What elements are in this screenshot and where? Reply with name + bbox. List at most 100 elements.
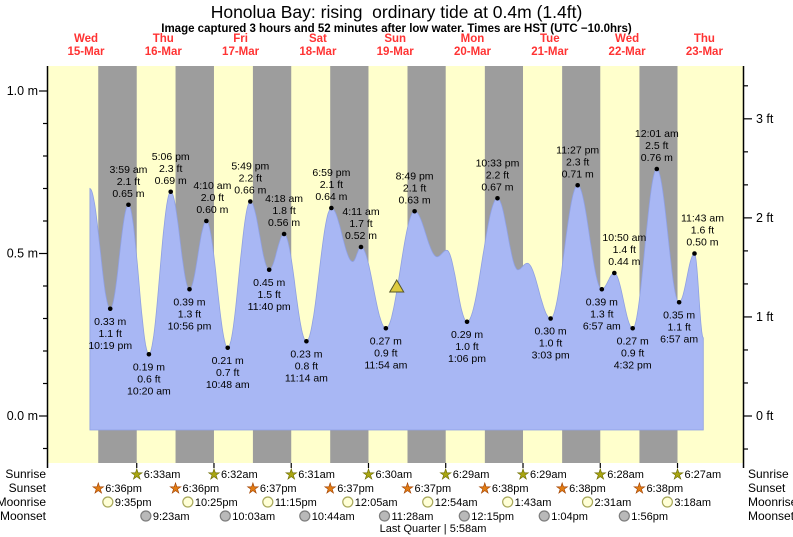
- day-name-label: Thu: [694, 33, 715, 45]
- moonset-circle-icon: [378, 510, 391, 522]
- tide-annotation-line: 2.1 ft: [320, 179, 343, 191]
- day-date-label: 15-Mar: [67, 46, 105, 58]
- tide-annotation-line: 3:59 am: [109, 164, 147, 176]
- tide-annotation-line: 0.7 ft: [216, 367, 239, 379]
- moonset-time-label: 10:03am: [232, 511, 275, 523]
- tide-annotation-line: 0.21 m: [212, 355, 244, 367]
- moonset-event: 1:04pm: [538, 510, 588, 523]
- tide-annotation-line: 0.19 m: [133, 361, 165, 373]
- tide-event-dot: [412, 208, 417, 214]
- tide-event-dot: [281, 231, 287, 237]
- right-axis-label: 0 ft: [756, 409, 774, 423]
- tide-annotation-line: 2.2 ft: [239, 173, 262, 185]
- moonset-row: Moonset Moonset 9:23am 10:03am 10:44am 11:28a…: [0, 509, 793, 523]
- sunset-star-icon: ★: [169, 480, 182, 496]
- tide-annotation-line: 0.67 m: [481, 181, 513, 193]
- moonset-circle-icon: [458, 510, 470, 522]
- sunrise-row-label-right: Sunrise: [748, 467, 789, 481]
- tide-annotation-line: 0.64 m: [315, 191, 347, 203]
- moonrise-circle-icon: [502, 496, 514, 508]
- tide-annotation: 10:50 am1.4 ft0.44 m: [602, 232, 646, 276]
- moonrise-event: 3:18am: [661, 496, 711, 509]
- tide-event-dot: [358, 244, 364, 250]
- tide-annotation-line: 0.60 m: [196, 204, 228, 216]
- moonset-event: 10:44am: [299, 510, 355, 523]
- moonrise-row: Moonrise Moonrise 9:35pm 10:25pm 11:15pm 12:0…: [0, 495, 793, 509]
- tide-annotation-line: 6:57 am: [660, 333, 698, 345]
- sunrise-star-icon: ★: [517, 466, 530, 482]
- sunrise-time-label: 6:33am: [144, 469, 181, 481]
- sunrise-time-label: 6:28am: [607, 469, 644, 481]
- sunset-event: ★ 6:36pm: [92, 480, 142, 497]
- tide-event-dot: [630, 325, 635, 331]
- moonrise-circle-icon: [102, 496, 114, 508]
- moonrise-event: 9:35pm: [102, 496, 152, 509]
- sunset-star-icon: ★: [633, 480, 646, 496]
- sunset-event: ★ 6:38pm: [556, 480, 606, 497]
- day-labels: Wed15-MarThu16-MarFri17-MarSat18-MarSun1…: [67, 33, 723, 58]
- day-name-label: Fri: [233, 33, 248, 45]
- tide-annotation: 11:27 pm2.3 ft0.71 m: [556, 144, 599, 188]
- left-axis-label: 1.0 m: [7, 84, 38, 98]
- tide-annotation-line: 3:03 pm: [532, 350, 570, 362]
- sunrise-event: ★ 6:29am: [516, 466, 566, 483]
- sunrise-row: Sunrise Sunrise★ 6:33am ★ 6:32am ★ 6:31am ★ 6:30…: [5, 466, 789, 483]
- tide-annotation-line: 0.50 m: [686, 237, 718, 249]
- tide-annotation-line: 2.2 ft: [486, 169, 509, 181]
- moonrise-time-label: 1:43am: [515, 497, 552, 509]
- tide-annotation: 0.39 m1.3 ft6:57 am: [583, 286, 621, 332]
- moonset-row-label-right: Moonset: [748, 509, 793, 523]
- tide-event-dot: [304, 338, 309, 344]
- moonrise-event: 12:05am: [342, 496, 398, 509]
- tide-event-dot: [168, 189, 174, 195]
- tide-annotation: 4:18 am1.8 ft0.56 m: [265, 193, 303, 237]
- tide-annotation-line: 1.8 ft: [272, 205, 295, 217]
- sunset-time-label: 6:38pm: [569, 483, 606, 495]
- sunset-star-icon: ★: [401, 480, 414, 496]
- day-name-label: Sun: [384, 33, 406, 45]
- tide-annotation: 0.35 m1.1 ft6:57 am: [660, 299, 698, 345]
- tide-event-dot: [676, 299, 682, 305]
- sunrise-star-icon: ★: [130, 466, 143, 482]
- moonset-circle-icon: [219, 510, 231, 522]
- moonrise-time-label: 2:31am: [595, 497, 632, 509]
- right-axis-label: 3 ft: [756, 112, 774, 126]
- tide-annotation-line: 2.3 ft: [566, 156, 589, 168]
- tide-annotation-line: 0.27 m: [370, 335, 402, 347]
- tide-annotation-line: 0.23 m: [290, 348, 322, 360]
- tide-event-dot: [548, 316, 553, 321]
- sunset-row-label-left: Sunset: [9, 481, 47, 495]
- moonrise-circle-icon: [182, 496, 194, 508]
- tide-annotation-line: 0.27 m: [617, 335, 649, 347]
- moonset-circle-icon: [538, 510, 550, 522]
- day-date-label: 18-Mar: [299, 46, 337, 58]
- sunrise-event: ★ 6:29am: [439, 466, 489, 483]
- tide-annotation-line: 1.0 ft: [539, 338, 562, 350]
- tide-event-dot: [612, 270, 617, 276]
- tide-annotation-line: 2.0 ft: [201, 192, 224, 204]
- tide-event-dot: [575, 182, 580, 188]
- right-axis-label: 2 ft: [756, 211, 774, 225]
- tide-annotation-line: 11:43 am: [681, 213, 724, 225]
- sunrise-star-icon: ★: [362, 466, 375, 482]
- tide-annotation-line: 1.1 ft: [99, 328, 122, 340]
- sunset-star-icon: ★: [324, 480, 337, 496]
- current-time-marker: [388, 279, 405, 293]
- tide-annotation-line: 0.66 m: [234, 185, 266, 197]
- tide-event-dot: [204, 218, 209, 224]
- day-name-label: Sat: [309, 33, 327, 45]
- tide-annotation-line: 12:01 am: [635, 128, 679, 140]
- tide-annotation: 3:59 am2.1 ft0.65 m: [109, 164, 148, 208]
- tide-annotation-line: 10:33 pm: [476, 157, 520, 169]
- moonrise-time-label: 9:35pm: [115, 497, 152, 509]
- tide-annotation: 4:10 am2.0 ft0.60 m: [193, 180, 232, 224]
- tide-annotation: 0.29 m1.0 ft1:06 pm: [448, 319, 486, 365]
- tide-annotation-line: 2.1 ft: [403, 182, 426, 194]
- tide-annotation-line: 4:10 am: [193, 180, 231, 192]
- tide-event-dot: [266, 267, 272, 273]
- moonrise-circle-icon: [422, 496, 434, 508]
- left-axis-label: 0.0 m: [7, 409, 38, 423]
- sunrise-star-icon: ★: [594, 466, 607, 482]
